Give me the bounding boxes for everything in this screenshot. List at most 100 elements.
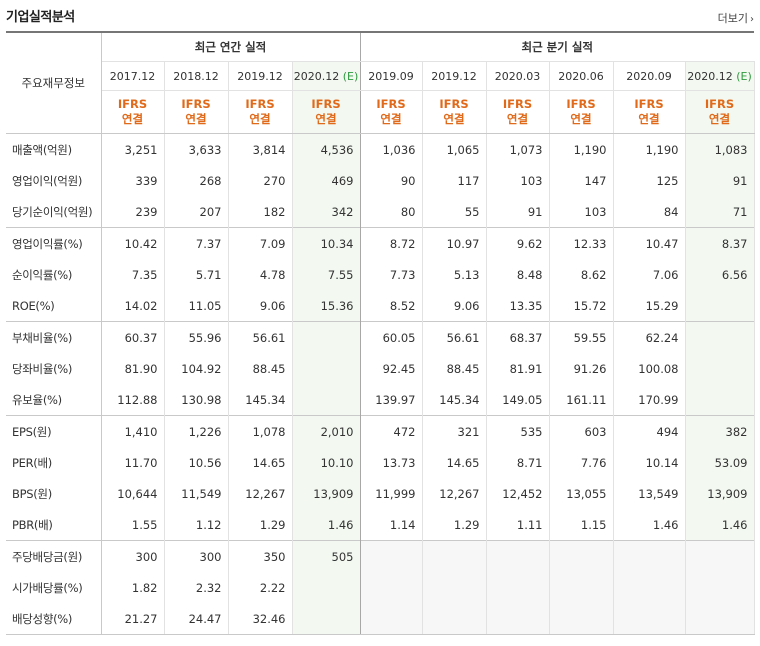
table-cell: 1.46: [292, 509, 361, 541]
ifrs-header: IFRS 연결: [613, 90, 686, 134]
table-cell: [292, 384, 361, 416]
table-cell: 5.13: [422, 259, 487, 290]
row-label: 배당성향(%): [6, 603, 102, 635]
table-cell: 9.06: [422, 290, 487, 322]
period-label: 2020.12: [293, 69, 340, 83]
table-cell: 270: [228, 165, 293, 196]
ifrs-header: IFRS 연결: [164, 90, 229, 134]
table-cell: 88.45: [422, 353, 487, 384]
ifrs-label: IFRS: [181, 97, 211, 111]
ifrs-label: IFRS: [704, 97, 735, 111]
table-cell: 10.10: [292, 447, 361, 478]
estimate-marker: (E): [736, 69, 752, 83]
table-cell: 13.73: [360, 447, 423, 478]
table-cell: 10.42: [101, 227, 165, 259]
row-label: 매출액(억원): [6, 133, 102, 165]
table-cell: 1.55: [101, 509, 165, 541]
table-cell: 1,073: [486, 133, 550, 165]
row-label: 순이익률(%): [6, 259, 102, 290]
table-cell: 60.05: [360, 321, 423, 353]
ifrs-label: IFRS: [117, 97, 148, 111]
row-label: PBR(배): [6, 509, 102, 541]
period-header: 2018.12: [164, 61, 229, 91]
table-cell: [685, 321, 755, 353]
table-cell: 7.35: [101, 259, 165, 290]
consolidated-label: 연결: [708, 112, 731, 126]
chevron-right-icon: ›: [750, 14, 754, 25]
table-cell: 104.92: [164, 353, 229, 384]
period-header: 2019.12: [228, 61, 293, 91]
table-cell: [486, 572, 550, 603]
table-cell: 12.33: [549, 227, 614, 259]
table-cell: 8.52: [360, 290, 423, 322]
table-cell: 1,036: [360, 133, 423, 165]
table-cell: 62.24: [613, 321, 686, 353]
table-cell: [613, 540, 686, 572]
ifrs-header: IFRS 연결: [292, 90, 361, 134]
table-cell: 91: [685, 165, 755, 196]
table-cell: 56.61: [228, 321, 293, 353]
row-label: 당기순이익(억원): [6, 196, 102, 228]
table-cell: 68.37: [486, 321, 550, 353]
more-link[interactable]: 더보기 ›: [718, 10, 754, 26]
table-cell: 11.05: [164, 290, 229, 322]
table-cell: 1,190: [613, 133, 686, 165]
table-cell: 170.99: [613, 384, 686, 416]
table-cell: 56.61: [422, 321, 487, 353]
table-cell: 14.65: [422, 447, 487, 478]
table-cell: 12,267: [228, 478, 293, 509]
table-cell: 13,909: [292, 478, 361, 509]
table-row: ROE(%) 14.02 11.05 9.06 15.36 8.52 9.06 13.35 15…: [6, 290, 755, 322]
row-label: BPS(원): [6, 478, 102, 509]
consolidated-label: 연결: [443, 112, 465, 126]
table-cell: [292, 603, 361, 635]
table-cell: 10.34: [292, 227, 361, 259]
ifrs-label: IFRS: [439, 97, 469, 111]
table-cell: 130.98: [164, 384, 229, 416]
table-cell: 342: [292, 196, 361, 228]
consolidated-label: 연결: [506, 112, 529, 126]
table-cell: 15.36: [292, 290, 361, 322]
table-cell: [685, 572, 755, 603]
row-label: EPS(원): [6, 415, 102, 447]
table-cell: 11,549: [164, 478, 229, 509]
table-row: PBR(배) 1.55 1.12 1.29 1.46 1.14 1.29 1.11 1.15 1.…: [6, 509, 755, 541]
table-cell: 469: [292, 165, 361, 196]
table-cell: 59.55: [549, 321, 614, 353]
table-cell: [549, 540, 614, 572]
period-header: 2020.06: [549, 61, 614, 91]
period-label: 2019.09: [368, 69, 414, 83]
table-cell: [292, 353, 361, 384]
period-header: 2020.12 (E): [685, 61, 755, 91]
table-cell: 207: [164, 196, 229, 228]
table-cell: 3,633: [164, 133, 229, 165]
table-cell: 1,226: [164, 415, 229, 447]
table-cell: [360, 603, 423, 635]
table-cell: 7.37: [164, 227, 229, 259]
ifrs-header: IFRS 연결: [228, 90, 293, 134]
table-cell: [486, 540, 550, 572]
table-row: 매출액(억원) 3,251 3,633 3,814 4,536 1,036 1,065 1,0…: [6, 133, 755, 165]
table-cell: 60.37: [101, 321, 165, 353]
table-cell: 32.46: [228, 603, 293, 635]
table-cell: 1.29: [228, 509, 293, 541]
table-cell: 7.55: [292, 259, 361, 290]
ifrs-label: IFRS: [245, 97, 275, 111]
table-cell: 2,010: [292, 415, 361, 447]
row-label: 주당배당금(원): [6, 540, 102, 572]
table-cell: 10.47: [613, 227, 686, 259]
table-cell: 300: [101, 540, 165, 572]
table-cell: 2.22: [228, 572, 293, 603]
table-cell: 350: [228, 540, 293, 572]
ifrs-header: IFRS 연결: [486, 90, 550, 134]
table-cell: [360, 572, 423, 603]
more-label: 더보기: [717, 12, 748, 25]
table-cell: 80: [360, 196, 423, 228]
table-cell: 2.32: [164, 572, 229, 603]
table-cell: 505: [292, 540, 361, 572]
table-cell: 1.29: [422, 509, 487, 541]
table-cell: 103: [486, 165, 550, 196]
table-cell: 7.73: [360, 259, 423, 290]
table-cell: 1,078: [228, 415, 293, 447]
table-cell: 81.90: [101, 353, 165, 384]
